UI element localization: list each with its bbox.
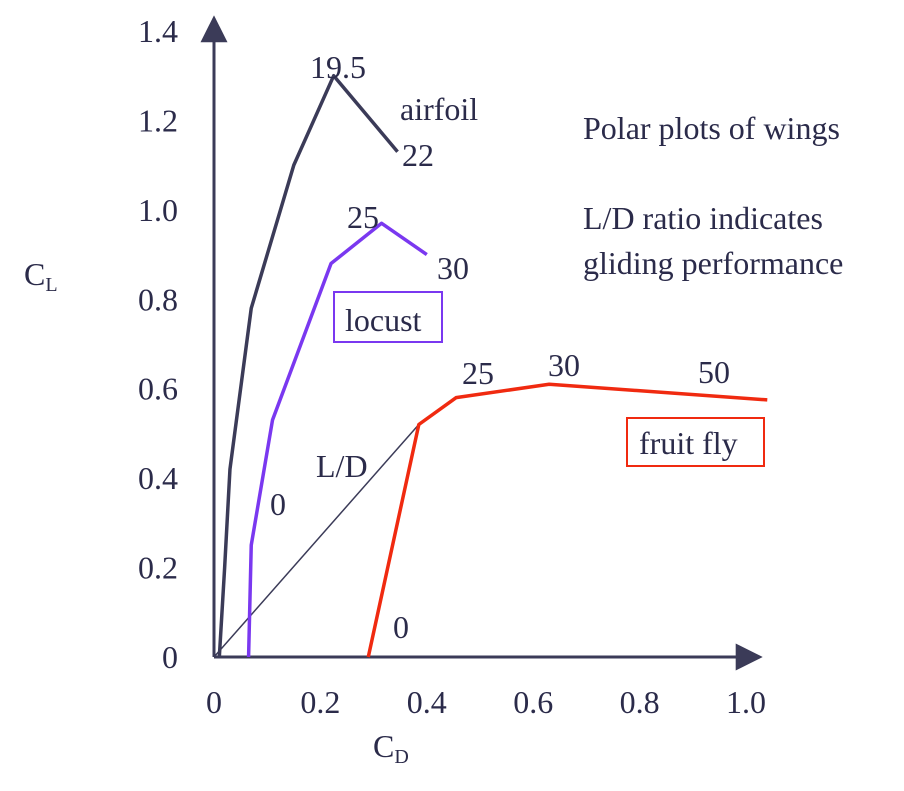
locust-label-25: 25 [347, 199, 379, 235]
point-labels: 19.5 22 airfoil 0 25 30 0 25 30 50 L/D [270, 49, 730, 645]
airfoil-label-22: 22 [402, 137, 434, 173]
airfoil-series-name: airfoil [400, 91, 478, 127]
boxed-series-labels: locust fruit fly [333, 291, 765, 467]
annotation-ld-ratio: L/D ratio indicates [583, 200, 823, 236]
y-axis-label: CL [24, 256, 58, 296]
locust-series-name: locust [345, 302, 422, 338]
fruit-fly-label-50: 50 [698, 354, 730, 390]
x-tick-label: 0.2 [300, 684, 340, 720]
x-axis-label-main: C [373, 728, 394, 764]
fruit-fly-series-name: fruit fly [639, 425, 738, 461]
y-tick-label: 1.0 [138, 192, 178, 228]
axes [200, 15, 763, 671]
ld-line-label: L/D [316, 448, 368, 484]
y-tick-label: 1.4 [138, 13, 178, 49]
y-axis-label-sub: L [45, 274, 57, 296]
fruit-fly-label-30: 30 [548, 347, 580, 383]
series-layer [213, 73, 768, 658]
locust-label-box [333, 291, 443, 343]
axis-names: CL CD [24, 256, 409, 768]
y-tick-label: 0.8 [138, 281, 178, 317]
y-tick-label: 0 [162, 639, 178, 675]
series-line-airfoil [217, 73, 399, 658]
x-tick-label: 0.8 [620, 684, 660, 720]
airfoil-label-19-5: 19.5 [310, 49, 366, 85]
series-line-locust [246, 221, 428, 658]
annotations: Polar plots of wings L/D ratio indicates… [583, 110, 843, 281]
y-axis-label-main: C [24, 256, 45, 292]
x-tick-label: 0.4 [407, 684, 447, 720]
y-tick-label: 0.6 [138, 371, 178, 407]
annotation-gliding: gliding performance [583, 245, 843, 281]
y-tick-labels: 0 0.2 0.4 0.6 0.8 1.0 1.2 1.4 [138, 13, 178, 675]
x-tick-labels: 0 0.2 0.4 0.6 0.8 1.0 [206, 684, 766, 720]
x-tick-label: 0.6 [513, 684, 553, 720]
fruit-fly-label-25: 25 [462, 355, 494, 391]
x-axis-label: CD [373, 728, 409, 768]
x-tick-label: 1.0 [726, 684, 766, 720]
locust-label-30: 30 [437, 250, 469, 286]
y-tick-label: 0.4 [138, 460, 178, 496]
annotation-polar-plots: Polar plots of wings [583, 110, 840, 146]
fruit-fly-label-0: 0 [393, 609, 409, 645]
locust-label-0: 0 [270, 486, 286, 522]
y-tick-label: 0.2 [138, 550, 178, 586]
x-axis-label-sub: D [394, 746, 408, 768]
fruit-fly-label-box [626, 417, 765, 467]
x-tick-label: 0 [206, 684, 222, 720]
series-line-fruit-fly [366, 382, 768, 658]
y-tick-label: 1.2 [138, 102, 178, 138]
